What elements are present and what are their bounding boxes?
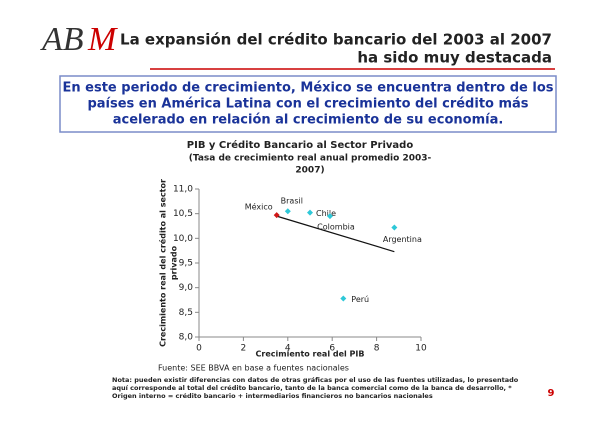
trendline — [276, 215, 395, 253]
callout-line: países en América Latina con el crecimie… — [87, 97, 528, 112]
y-tick-label: 8,0 — [179, 333, 194, 343]
point-label: Colombia — [317, 223, 355, 232]
note-line: Nota: pueden existir diferencias con dat… — [112, 376, 519, 384]
title-line: La expansión del crédito bancario del 20… — [120, 31, 552, 49]
y-tick-label: 10,5 — [173, 209, 193, 219]
x-tick-label: 10 — [415, 344, 427, 354]
chart-subtitle: 2007) — [295, 166, 324, 176]
y-axis-label: Crecimiento real del crédito al sector — [158, 179, 168, 347]
point-label: Argentina — [383, 235, 422, 244]
chart-title: PIB y Crédito Bancario al Sector Privado — [187, 139, 414, 151]
y-tick-label: 8,5 — [179, 308, 193, 318]
y-tick-label: 10,0 — [173, 234, 193, 244]
point-label: Perú — [351, 295, 369, 304]
point — [284, 208, 291, 215]
title-line: ha sido muy destacada — [357, 49, 552, 67]
page-number: 9 — [548, 388, 555, 399]
point-label: México — [245, 202, 273, 212]
chart-subtitle: (Tasa de crecimiento real anual promedio… — [189, 154, 432, 164]
y-tick-label: 11,0 — [173, 185, 193, 195]
callout-line: acelerado en relación al crecimiento de … — [113, 113, 504, 128]
logo-accent: M — [87, 21, 118, 58]
callout-line: En este periodo de crecimiento, México s… — [63, 81, 554, 96]
point — [273, 212, 280, 219]
note-line: aquí corresponde al total del crédito ba… — [112, 384, 512, 392]
y-tick-label: 9,5 — [179, 259, 193, 269]
logo: AB — [40, 21, 84, 58]
source: Fuente: SEE BBVA en base a fuentes nacio… — [158, 364, 349, 373]
x-tick-label: 0 — [196, 344, 202, 354]
point — [391, 224, 398, 231]
callout-box — [59, 75, 557, 133]
y-tick-label: 9,0 — [179, 283, 194, 293]
x-tick-label: 2 — [241, 344, 247, 354]
x-tick-label: 4 — [285, 344, 291, 354]
y-axis-label: privado — [170, 245, 179, 280]
point-label: Chile — [316, 209, 336, 218]
point — [307, 209, 313, 216]
x-tick-label: 8 — [374, 344, 380, 354]
x-tick-label: 6 — [329, 344, 335, 354]
point — [340, 295, 347, 302]
note-line: Origen interno = crédito bancario + inte… — [112, 392, 433, 400]
point — [326, 213, 333, 220]
point-label: Brasil — [281, 197, 303, 206]
x-axis-label: Crecimiento real del PIB — [256, 350, 365, 359]
